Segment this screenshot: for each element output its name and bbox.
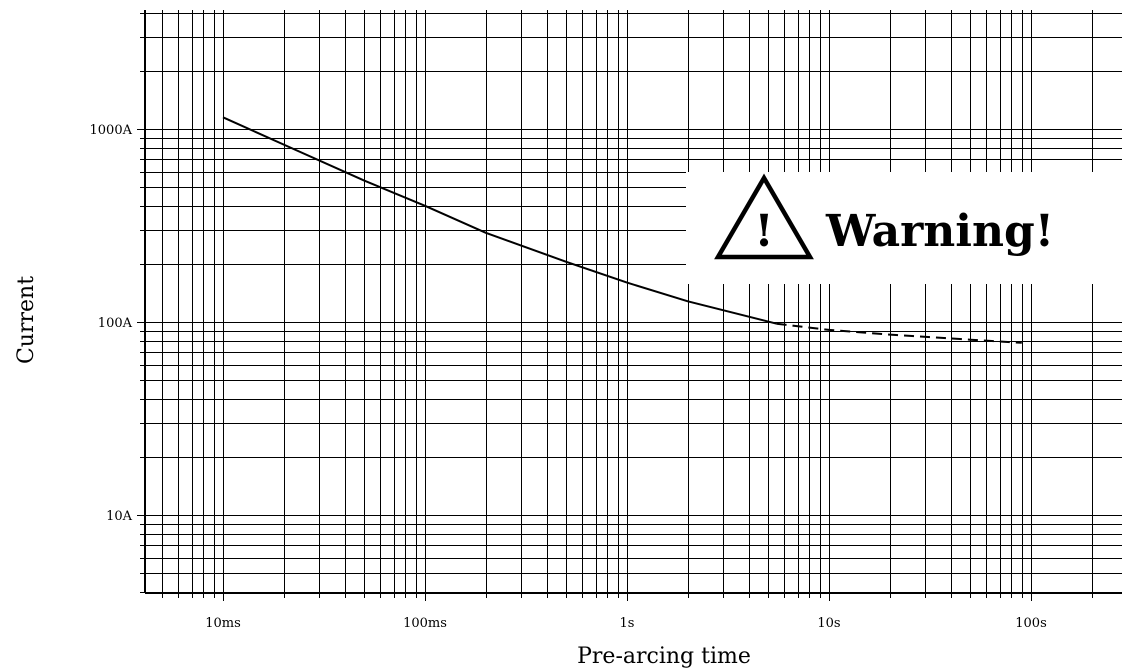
y-tick-label: 1000A bbox=[90, 123, 133, 138]
warning-box: ! Warning! bbox=[686, 172, 1122, 284]
x-axis-title: Pre-arcing time bbox=[577, 644, 751, 669]
series-line-solid bbox=[222, 116, 777, 325]
x-tick-label: 100ms bbox=[403, 616, 447, 631]
tick-labels: 10ms 100ms 1s 10s 100s 10A 100A 1000A bbox=[90, 123, 1047, 631]
grid bbox=[145, 10, 1122, 593]
x-tick-label: 1s bbox=[620, 616, 635, 631]
x-tick-label: 100s bbox=[1015, 616, 1046, 631]
warning-label: Warning! bbox=[825, 206, 1054, 257]
series bbox=[222, 116, 1022, 344]
x-tick-label: 10s bbox=[817, 616, 840, 631]
axis-ticks bbox=[137, 12, 1094, 601]
x-tick-label: 10ms bbox=[205, 616, 241, 631]
series-line-dashed bbox=[776, 322, 1022, 344]
warning-triangle-icon: ! bbox=[714, 173, 814, 260]
axes bbox=[144, 10, 1122, 594]
y-axis-title: Current bbox=[14, 276, 39, 364]
y-tick-label: 10A bbox=[106, 509, 133, 524]
warning-icon-glyph: ! bbox=[754, 206, 773, 257]
y-tick-label: 100A bbox=[98, 316, 133, 331]
